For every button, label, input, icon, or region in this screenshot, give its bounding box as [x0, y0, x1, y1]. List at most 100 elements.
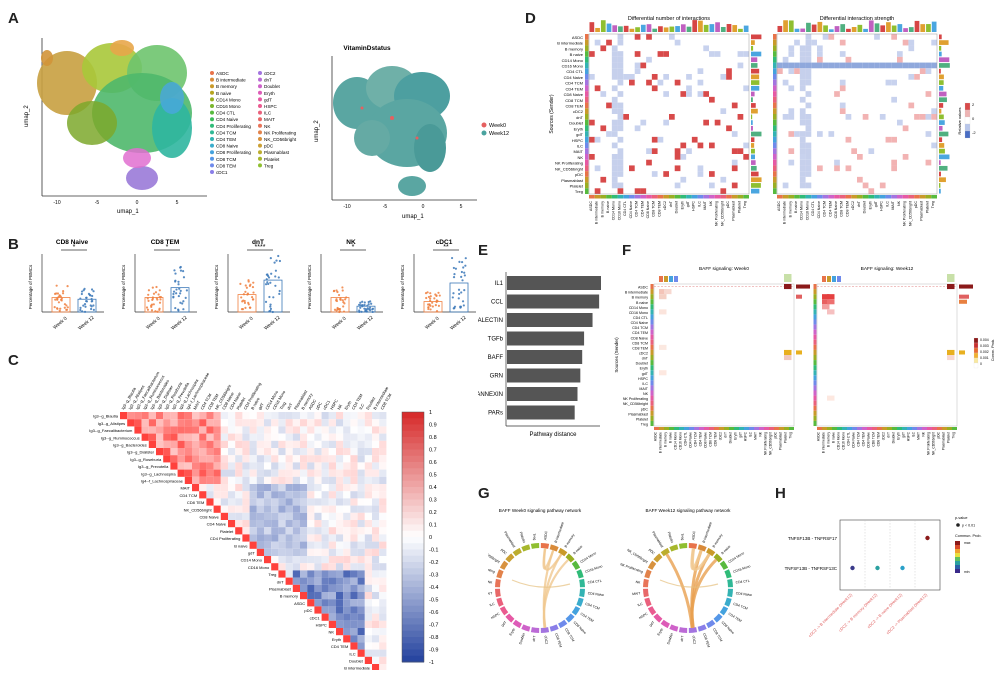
legend-dot — [258, 150, 262, 155]
c-cell — [285, 440, 293, 448]
c-cell — [199, 419, 207, 427]
f-row-stripe — [813, 355, 817, 361]
c-cell — [264, 556, 272, 564]
g-ring-segment — [499, 560, 509, 570]
d-cell — [617, 91, 624, 97]
g-node-label: CD8 Naive — [721, 620, 736, 635]
f-row-label: B intermediate — [625, 291, 648, 295]
c-cell — [199, 462, 207, 470]
c-cell — [228, 455, 236, 463]
b-plot-title: dnT — [252, 239, 264, 246]
f-side-bar — [959, 299, 967, 304]
c-cell — [300, 448, 308, 456]
c-cell — [192, 419, 200, 427]
c-cell — [314, 491, 322, 499]
g-ring-segment — [521, 544, 531, 552]
c-cell — [285, 541, 293, 549]
c-cell — [170, 455, 178, 463]
b-point — [82, 304, 85, 307]
panel-letter-d: D — [525, 10, 536, 27]
c-cell — [271, 548, 279, 556]
c-cell — [343, 628, 351, 636]
c-cell — [206, 433, 214, 441]
g-node-label: B memory — [564, 533, 576, 548]
d-row-stripe — [585, 148, 589, 154]
d-cell — [611, 85, 618, 92]
f-cell — [659, 294, 667, 300]
c-cell — [285, 419, 293, 427]
c-cell — [372, 412, 380, 420]
c-cell — [350, 541, 358, 549]
d-row-label: ILC — [577, 143, 583, 148]
c-cell — [336, 534, 344, 542]
c-cell — [350, 426, 358, 434]
f-col-label: B memory — [827, 432, 831, 447]
d-cell — [611, 62, 618, 69]
c-cell — [357, 592, 365, 600]
c-cell — [379, 505, 387, 513]
c-cell — [184, 412, 192, 420]
d-cell — [851, 148, 857, 154]
c-cell — [278, 419, 286, 427]
c-cell — [343, 412, 351, 420]
d-cell — [885, 79, 892, 86]
c-cell — [357, 649, 365, 657]
d-cell — [788, 114, 795, 120]
c-cell — [285, 505, 293, 513]
d-col-label: B memory — [788, 201, 792, 218]
d-cell — [594, 85, 601, 92]
c-row-label: Ig3--g_Ruminococcus — [101, 435, 140, 440]
e-category-label: CCL — [491, 300, 504, 306]
e-bar — [507, 313, 593, 327]
b-point — [359, 306, 362, 309]
b-point — [155, 285, 158, 289]
d-legend-step — [964, 109, 971, 118]
d-col-stripe — [657, 195, 664, 199]
c-cell — [379, 491, 387, 499]
d-cell — [594, 165, 601, 172]
c-colorbar-step — [402, 543, 424, 550]
c-cell — [256, 512, 264, 520]
c-colorbar-tick: 0.1 — [429, 523, 437, 529]
d-row-label: pDC — [575, 172, 583, 177]
f-row-stripe — [650, 360, 654, 366]
c-cell — [379, 635, 387, 643]
d-cell — [731, 131, 738, 137]
f-col-stripe — [907, 427, 912, 430]
c-cell — [264, 534, 272, 542]
c-cell — [271, 556, 279, 564]
c-cell — [372, 419, 380, 427]
d-legend-step — [964, 116, 971, 125]
c-row-label: Doublet — [349, 659, 364, 664]
d-row-stripe — [773, 136, 777, 143]
d-side-bar — [939, 34, 942, 40]
f-title: BAFF signaling: Week12 — [861, 266, 914, 272]
c-cell — [300, 512, 308, 520]
c-cell — [357, 577, 365, 585]
d-row-stripe — [585, 159, 589, 166]
b-point — [339, 298, 342, 301]
c-cell — [321, 563, 329, 571]
g-node-label: Doublet — [666, 633, 674, 645]
c-cell — [292, 462, 300, 470]
f-col-label: CD4 TEM — [862, 432, 866, 447]
c-cell — [357, 527, 365, 535]
b-point — [61, 292, 65, 295]
c-cell — [199, 484, 207, 492]
c-cell — [379, 412, 387, 420]
c-cell — [307, 448, 315, 456]
c-cell — [141, 419, 149, 427]
d-top-bar — [777, 25, 783, 32]
b-point — [90, 288, 94, 291]
b-point — [438, 294, 441, 297]
d-cell — [925, 114, 932, 120]
f-col-label: ILC — [749, 431, 753, 437]
c-cell — [271, 498, 279, 506]
f-row-stripe — [650, 329, 654, 335]
d-cell — [891, 34, 897, 40]
g-ring-segment — [571, 606, 581, 616]
g-node-label: CD14 Mono — [580, 551, 598, 564]
c-cell — [184, 433, 192, 441]
c-cell — [206, 419, 214, 427]
